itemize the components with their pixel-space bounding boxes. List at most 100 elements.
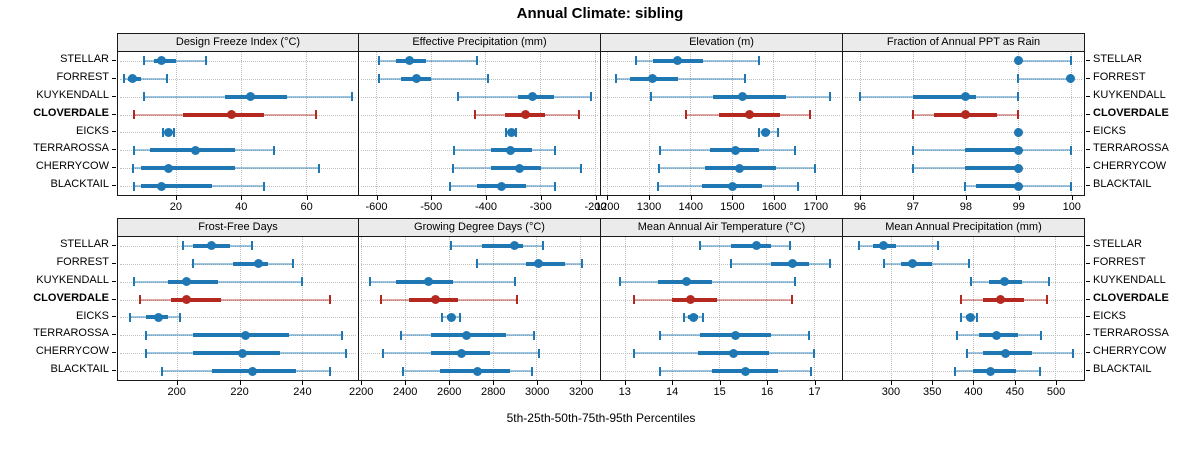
percentile-row	[601, 141, 842, 159]
p25-p75-bar	[167, 279, 218, 284]
category-tick-mark	[1086, 185, 1090, 187]
median-dot	[164, 127, 174, 137]
vertical-gridline	[972, 237, 974, 380]
x-tick	[814, 381, 816, 385]
station-label: EICKS	[1085, 308, 1200, 326]
p95-cap	[542, 241, 545, 251]
category-tick-mark	[112, 316, 116, 318]
percentile-row	[601, 177, 842, 195]
horizontal-gridline	[845, 186, 1082, 188]
station-labels-right: STELLAR FORREST KUYKENDALL CLOVERDALE EICKS T…	[1085, 218, 1200, 379]
p95-cap	[537, 348, 540, 358]
category-tick-mark	[112, 280, 116, 282]
x-tick	[405, 381, 407, 385]
station-label: STELLAR	[0, 236, 117, 254]
p95-cap	[777, 127, 780, 137]
category-tick-mark	[112, 95, 116, 97]
station-label: CHERRYCOW	[1085, 158, 1200, 176]
median-dot	[731, 330, 741, 340]
p5-cap	[476, 259, 479, 269]
percentile-row	[118, 362, 358, 380]
category-tick-mark	[112, 167, 116, 169]
median-dot	[744, 110, 754, 120]
median-dot	[686, 295, 696, 305]
percentile-row	[359, 237, 600, 255]
p95-cap	[328, 295, 331, 305]
x-tick-label: 16	[760, 386, 774, 398]
x-tick-label: 450	[1005, 386, 1024, 398]
panel-x-axis: 300 350 400 450 500	[843, 381, 1085, 403]
percentile-row	[118, 88, 358, 106]
p95-cap	[487, 74, 490, 84]
p5-cap	[123, 74, 126, 84]
median-dot	[647, 74, 657, 84]
vertical-gridline	[448, 237, 450, 380]
horizontal-gridline	[120, 299, 356, 301]
percentile-row	[118, 177, 358, 195]
p95-cap	[1045, 295, 1048, 305]
median-dot	[734, 163, 744, 173]
percentile-row	[359, 362, 600, 380]
x-tick	[965, 196, 967, 200]
p25-p75-bar	[170, 297, 221, 302]
p95-cap	[1069, 145, 1072, 155]
p95-cap	[793, 277, 796, 287]
p5-cap	[729, 259, 732, 269]
p5-cap	[378, 74, 381, 84]
median-dot	[960, 110, 970, 120]
x-tick-label: 1400	[678, 201, 703, 213]
horizontal-gridline	[845, 168, 1082, 170]
vertical-gridline	[301, 237, 303, 380]
p5-p95-range-line	[379, 77, 489, 80]
horizontal-gridline	[603, 263, 840, 265]
p95-cap	[744, 74, 747, 84]
percentile-row	[118, 326, 358, 344]
median-dot	[728, 348, 738, 358]
p95-cap	[165, 74, 168, 84]
x-tick-label: 2200	[348, 386, 374, 398]
station-label: TERRAROSSA	[1085, 140, 1200, 158]
x-tick-label: 99	[1012, 201, 1025, 213]
horizontal-gridline	[603, 299, 840, 301]
percentile-row	[118, 52, 358, 70]
p5-cap	[911, 163, 914, 173]
x-tick	[732, 196, 734, 200]
x-tick-label: 400	[964, 386, 983, 398]
p95-cap	[578, 110, 581, 120]
panel-frost-free-days: Frost-Free Days 200 220 240	[117, 218, 359, 403]
median-dot	[154, 312, 164, 322]
p25-p75-bar	[975, 184, 1019, 189]
p25-p75-bar	[225, 94, 287, 99]
p5-p95-range-line	[133, 280, 302, 283]
p95-cap	[350, 92, 353, 102]
p5-cap	[658, 163, 661, 173]
percentile-row	[843, 70, 1084, 88]
p5-cap	[133, 110, 136, 120]
vertical-gridline	[485, 52, 487, 195]
x-tick	[431, 196, 433, 200]
horizontal-gridline	[361, 299, 598, 301]
x-tick-label: 2400	[392, 386, 418, 398]
panels-grid: STELLAR FORREST KUYKENDALL CLOVERDALE EICKS T…	[0, 33, 1200, 403]
p5-cap	[618, 277, 621, 287]
percentile-row	[118, 291, 358, 309]
horizontal-gridline	[845, 353, 1082, 355]
median-dot	[688, 312, 698, 322]
percentile-row	[118, 124, 358, 142]
p95-cap	[1017, 92, 1020, 102]
p95-cap	[553, 181, 556, 191]
p95-cap	[476, 56, 479, 66]
x-tick-label: 98	[959, 201, 972, 213]
p95-cap	[341, 330, 344, 340]
percentile-row	[601, 124, 842, 142]
median-dot	[510, 241, 520, 251]
percentile-row	[118, 255, 358, 273]
horizontal-gridline	[603, 78, 840, 80]
x-tick	[1056, 381, 1058, 385]
percentile-row	[118, 309, 358, 327]
horizontal-gridline	[361, 168, 598, 170]
x-tick-label: -500	[420, 201, 443, 213]
x-tick-label: 300	[881, 386, 901, 398]
p5-cap	[473, 110, 476, 120]
percentile-row	[118, 141, 358, 159]
